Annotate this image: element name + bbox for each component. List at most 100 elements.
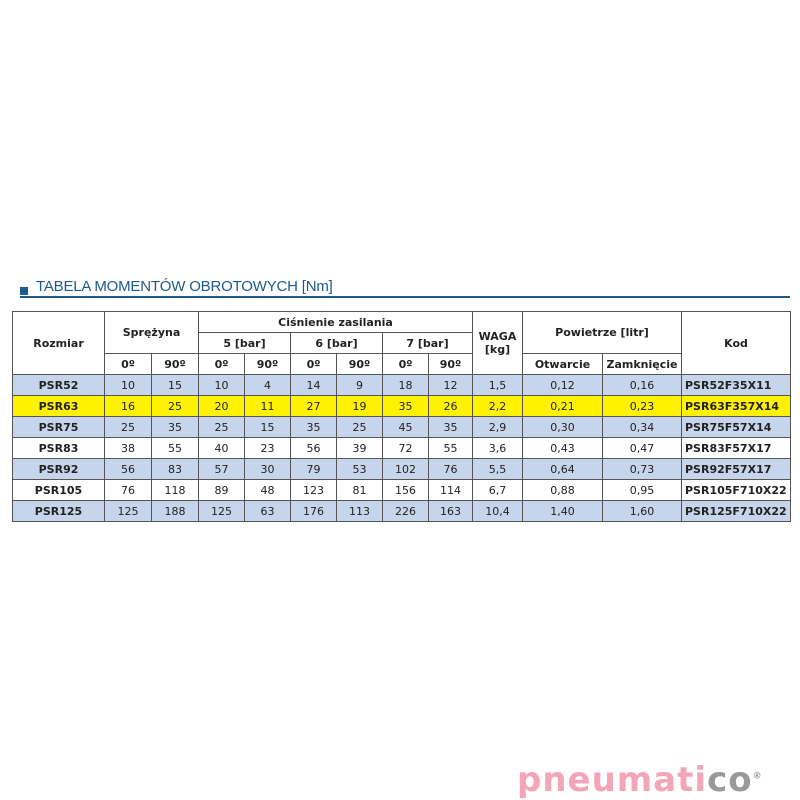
value-cell: 0,23: [602, 395, 682, 417]
section-title: TABELA MOMENTÓW OBROTOWYCH [Nm]: [20, 278, 333, 295]
value-cell: 2,9: [472, 416, 523, 438]
value-cell: 114: [428, 479, 473, 501]
size-cell: PSR83: [12, 437, 105, 459]
header-deg90: 90º: [428, 353, 473, 375]
value-cell: 0,16: [602, 374, 682, 396]
header-open: Otwarcie: [522, 353, 603, 375]
value-cell: 5,5: [472, 458, 523, 480]
value-cell: 48: [244, 479, 291, 501]
value-cell: 9: [336, 374, 383, 396]
header-deg0: 0º: [198, 353, 245, 375]
header-close: Zamknięcie: [602, 353, 682, 375]
value-cell: 83: [151, 458, 199, 480]
header-7bar: 7 [bar]: [382, 332, 473, 354]
value-cell: 12: [428, 374, 473, 396]
size-cell: PSR75: [12, 416, 105, 438]
header-pressure: Ciśnienie zasilania: [198, 311, 473, 333]
value-cell: 55: [151, 437, 199, 459]
header-weight: WAGA [kg]: [472, 311, 523, 375]
value-cell: 25: [104, 416, 152, 438]
value-cell: 125: [104, 500, 152, 522]
size-cell: PSR92: [12, 458, 105, 480]
value-cell: 45: [382, 416, 429, 438]
value-cell: 0,73: [602, 458, 682, 480]
value-cell: 1,40: [522, 500, 603, 522]
value-cell: 56: [104, 458, 152, 480]
value-cell: 76: [104, 479, 152, 501]
value-cell: 40: [198, 437, 245, 459]
value-cell: 27: [290, 395, 337, 417]
header-size: Rozmiar: [12, 311, 105, 375]
value-cell: 81: [336, 479, 383, 501]
code-cell: PSR63F357X14: [681, 395, 791, 417]
value-cell: 76: [428, 458, 473, 480]
value-cell: 25: [198, 416, 245, 438]
value-cell: 63: [244, 500, 291, 522]
value-cell: 38: [104, 437, 152, 459]
value-cell: 1,60: [602, 500, 682, 522]
value-cell: 20: [198, 395, 245, 417]
value-cell: 30: [244, 458, 291, 480]
value-cell: 0,43: [522, 437, 603, 459]
code-cell: PSR75F57X14: [681, 416, 791, 438]
value-cell: 72: [382, 437, 429, 459]
value-cell: 15: [151, 374, 199, 396]
value-cell: 0,21: [522, 395, 603, 417]
value-cell: 15: [244, 416, 291, 438]
value-cell: 14: [290, 374, 337, 396]
header-deg90: 90º: [336, 353, 383, 375]
value-cell: 0,88: [522, 479, 603, 501]
code-cell: PSR92F57X17: [681, 458, 791, 480]
header-air: Powietrze [litr]: [522, 311, 682, 354]
value-cell: 156: [382, 479, 429, 501]
value-cell: 39: [336, 437, 383, 459]
table-row: PSR92 56 83 57 30 79 53 102 76 5,5 0,64 0,73 PSR92F5…: [12, 458, 791, 480]
header-deg0: 0º: [290, 353, 337, 375]
value-cell: 56: [290, 437, 337, 459]
code-cell: PSR105F710X22: [681, 479, 791, 501]
code-cell: PSR52F35X11: [681, 374, 791, 396]
value-cell: 35: [290, 416, 337, 438]
value-cell: 113: [336, 500, 383, 522]
value-cell: 0,47: [602, 437, 682, 459]
bullet-square-icon: [20, 286, 28, 295]
header-spring: Sprężyna: [104, 311, 199, 354]
value-cell: 0,34: [602, 416, 682, 438]
code-cell: PSR125F710X22: [681, 500, 791, 522]
header-deg0: 0º: [104, 353, 152, 375]
value-cell: 19: [336, 395, 383, 417]
value-cell: 10: [198, 374, 245, 396]
value-cell: 55: [428, 437, 473, 459]
header-5bar: 5 [bar]: [198, 332, 291, 354]
table-row: PSR63 16 25 20 11 27 19 35 26 2,2 0,21 0,23 PSR63F35…: [12, 395, 791, 417]
size-cell: PSR125: [12, 500, 105, 522]
value-cell: 11: [244, 395, 291, 417]
value-cell: 79: [290, 458, 337, 480]
code-cell: PSR83F57X17: [681, 437, 791, 459]
value-cell: 35: [151, 416, 199, 438]
value-cell: 25: [336, 416, 383, 438]
table-row: PSR75 25 35 25 15 35 25 45 35 2,9 0,30 0,34 PSR75F57…: [12, 416, 791, 438]
table-row: PSR105 76 118 89 48 123 81 156 114 6,7 0,88 0,95 PSR…: [12, 479, 791, 501]
value-cell: 4: [244, 374, 291, 396]
value-cell: 57: [198, 458, 245, 480]
header-deg90: 90º: [244, 353, 291, 375]
value-cell: 25: [151, 395, 199, 417]
value-cell: 35: [382, 395, 429, 417]
value-cell: 3,6: [472, 437, 523, 459]
value-cell: 26: [428, 395, 473, 417]
value-cell: 89: [198, 479, 245, 501]
value-cell: 102: [382, 458, 429, 480]
value-cell: 0,12: [522, 374, 603, 396]
table-row: PSR52 10 15 10 4 14 9 18 12 1,5 0,12 0,16 PSR52F35X1…: [12, 374, 791, 396]
value-cell: 0,95: [602, 479, 682, 501]
value-cell: 53: [336, 458, 383, 480]
value-cell: 10,4: [472, 500, 523, 522]
value-cell: 23: [244, 437, 291, 459]
value-cell: 18: [382, 374, 429, 396]
value-cell: 0,64: [522, 458, 603, 480]
value-cell: 10: [104, 374, 152, 396]
value-cell: 226: [382, 500, 429, 522]
value-cell: 188: [151, 500, 199, 522]
table-row: PSR125 125 188 125 63 176 113 226 163 10,4 1,40 1,6…: [12, 500, 791, 522]
